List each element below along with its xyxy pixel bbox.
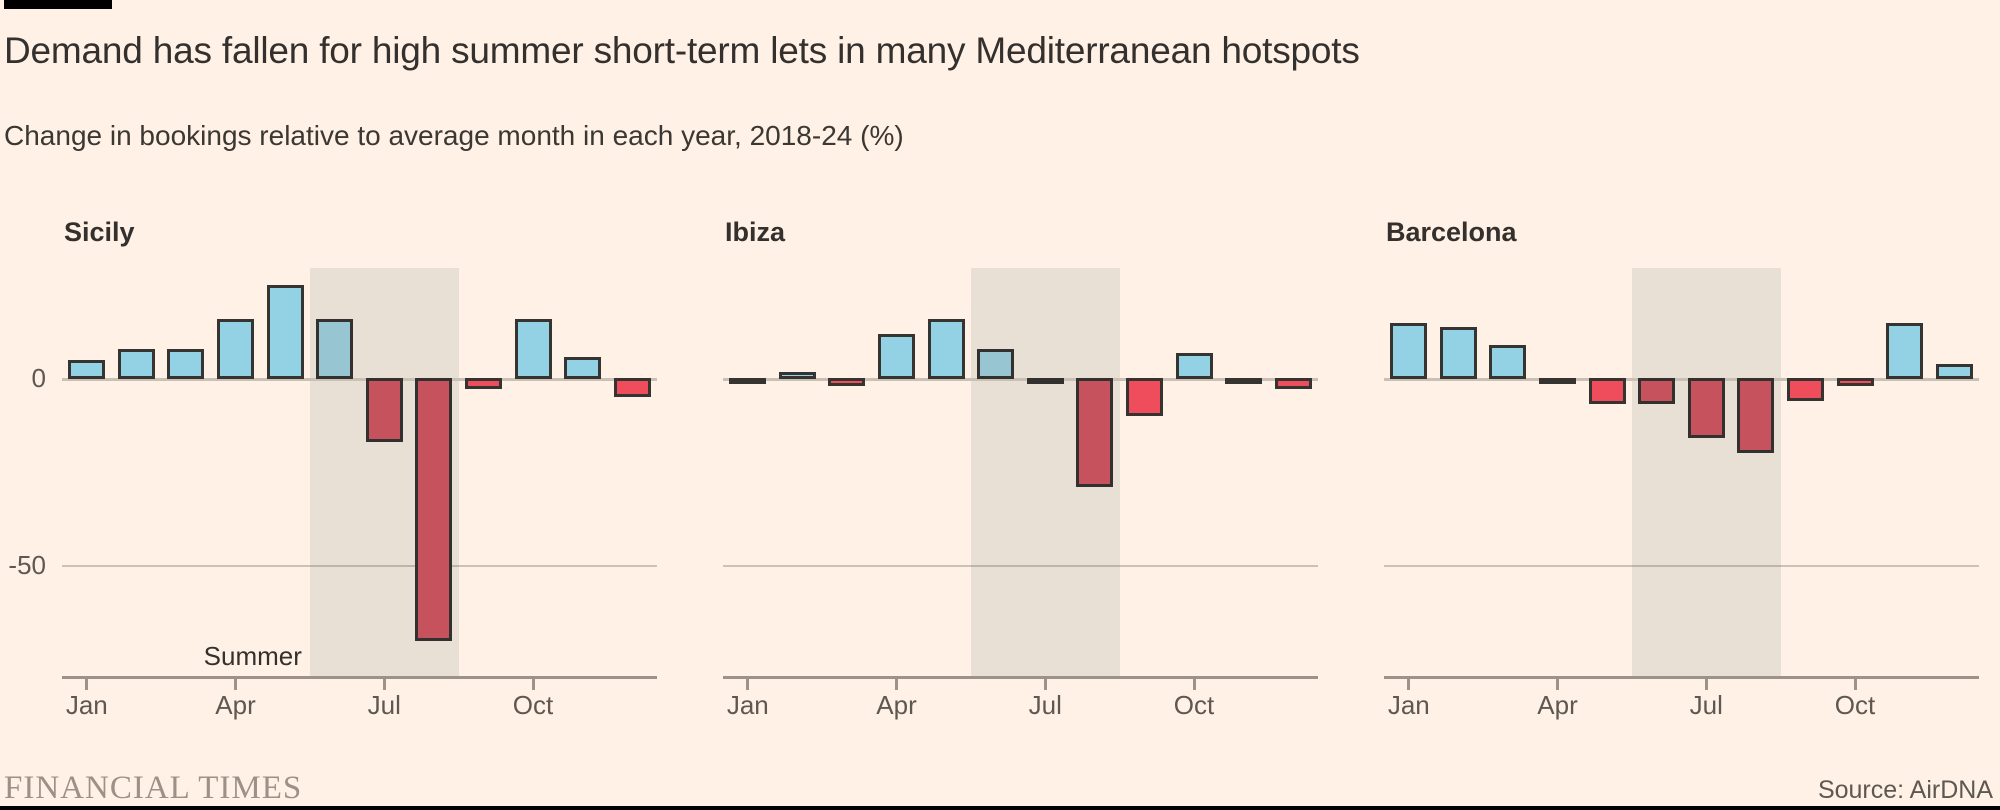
- x-axis-tick: [1556, 679, 1560, 690]
- bar-ibiza-dec: [1274, 378, 1312, 390]
- bar-sicily-oct: [514, 319, 552, 379]
- zero-baseline: [62, 377, 657, 381]
- gridline-minus50: [723, 565, 1318, 567]
- ft-slug-bar: [4, 0, 112, 9]
- x-axis-tick: [1407, 679, 1411, 690]
- bar-barcelona-apr: [1539, 378, 1577, 384]
- bar-sicily-feb: [117, 349, 155, 379]
- x-axis-tick: [382, 679, 386, 690]
- bar-ibiza-jun: [977, 349, 1015, 379]
- x-axis-tick: [1043, 679, 1047, 690]
- chart-title: Barcelona: [1386, 217, 1517, 247]
- x-axis-tick: [531, 679, 535, 690]
- bar-ibiza-apr: [878, 334, 916, 379]
- y-tick-label-minus50: -50: [8, 550, 46, 580]
- x-tick-label: Jul: [367, 690, 401, 720]
- page-subtitle: Change in bookings relative to average m…: [4, 120, 904, 151]
- bar-barcelona-oct: [1836, 378, 1874, 386]
- zero-baseline: [1384, 377, 1979, 381]
- bar-barcelona-jan: [1390, 322, 1428, 379]
- bar-ibiza-oct: [1175, 352, 1213, 379]
- bar-sicily-aug: [415, 378, 453, 641]
- bar-ibiza-mar: [828, 378, 866, 386]
- bar-ibiza-jan: [729, 378, 767, 384]
- bar-sicily-jun: [316, 319, 354, 379]
- x-axis-tick: [234, 679, 238, 690]
- bar-barcelona-jul: [1687, 378, 1725, 438]
- y-tick-label-zero: 0: [31, 363, 46, 393]
- bar-barcelona-may: [1588, 378, 1626, 405]
- x-tick-label: Jul: [1689, 690, 1723, 720]
- source-label: Source: AirDNA: [1817, 776, 1993, 804]
- x-axis-tick: [1704, 679, 1708, 690]
- chart-panel-ibiza: Ibiza Jan Apr Jul Oct: [723, 0, 1318, 810]
- bar-barcelona-dec: [1935, 364, 1973, 379]
- bar-sicily-jan: [68, 360, 106, 379]
- bar-barcelona-jun: [1638, 378, 1676, 405]
- x-axis-line: [1384, 676, 1979, 679]
- x-axis-tick: [85, 679, 89, 690]
- chart-panel-barcelona: Barcelona Jan Apr Jul Oct: [1384, 0, 1979, 810]
- x-axis-tick: [1853, 679, 1857, 690]
- x-tick-label: Jan: [726, 690, 769, 720]
- x-tick-label: Oct: [512, 690, 554, 720]
- gridline-minus50: [1384, 565, 1979, 567]
- x-tick-label: Apr: [215, 690, 256, 720]
- bar-sicily-nov: [564, 356, 602, 379]
- x-tick-label: Jan: [1387, 690, 1430, 720]
- bar-sicily-apr: [217, 319, 255, 379]
- bar-sicily-dec: [613, 378, 651, 397]
- summer-shaded-band: [1631, 268, 1781, 676]
- bottom-edge-bar: [0, 806, 2000, 810]
- bar-ibiza-feb: [778, 371, 816, 379]
- summer-annotation: Summer: [203, 641, 302, 671]
- x-axis-tick: [895, 679, 899, 690]
- bar-sicily-may: [266, 285, 304, 379]
- bar-ibiza-may: [927, 319, 965, 379]
- x-tick-label: Jan: [65, 690, 108, 720]
- zero-baseline: [723, 377, 1318, 381]
- x-axis-tick: [746, 679, 750, 690]
- x-tick-label: Apr: [1537, 690, 1578, 720]
- bar-ibiza-sep: [1125, 378, 1163, 416]
- x-tick-label: Oct: [1834, 690, 1876, 720]
- x-tick-label: Apr: [876, 690, 917, 720]
- bar-ibiza-nov: [1225, 378, 1263, 384]
- x-tick-label: Jul: [1028, 690, 1062, 720]
- bar-sicily-sep: [464, 378, 502, 390]
- x-tick-label: Oct: [1173, 690, 1215, 720]
- bar-ibiza-jul: [1026, 378, 1064, 384]
- bar-barcelona-aug: [1737, 378, 1775, 453]
- page-title: Demand has fallen for high summer short-…: [4, 30, 1360, 71]
- bar-sicily-jul: [365, 378, 403, 442]
- x-axis-line: [62, 676, 657, 679]
- bar-barcelona-nov: [1886, 322, 1924, 379]
- ft-logo: FINANCIAL TIMES: [4, 770, 303, 806]
- bar-ibiza-aug: [1076, 378, 1114, 487]
- bar-sicily-mar: [167, 349, 205, 379]
- bar-barcelona-feb: [1439, 326, 1477, 379]
- chart-title: Ibiza: [725, 217, 786, 247]
- gridline-minus50: [62, 565, 657, 567]
- x-axis-tick: [1192, 679, 1196, 690]
- chart-title: Sicily: [64, 217, 135, 247]
- chart-panel-sicily: Sicily Jan Apr Jul Oct 0 -50 Summer: [8, 0, 657, 810]
- bar-barcelona-mar: [1489, 345, 1527, 379]
- x-axis-line: [723, 676, 1318, 679]
- bar-barcelona-sep: [1786, 378, 1824, 401]
